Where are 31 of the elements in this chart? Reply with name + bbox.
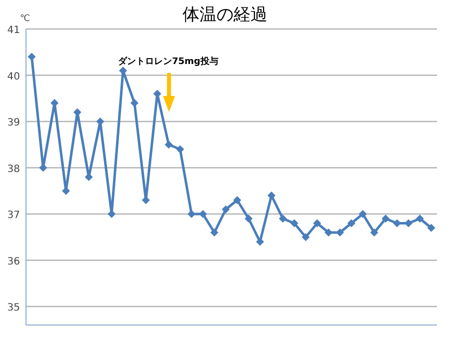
point <box>358 210 367 218</box>
point <box>370 228 378 236</box>
y-tick-label: 40 <box>7 71 20 82</box>
point <box>210 228 218 236</box>
point <box>313 219 322 228</box>
y-tick-label: 38 <box>7 164 20 175</box>
point <box>427 224 436 232</box>
point <box>278 214 287 223</box>
point <box>416 214 424 223</box>
y-tick-label: 35 <box>7 302 20 314</box>
y-tick-label: 39 <box>7 118 20 128</box>
point <box>347 219 356 228</box>
point <box>382 214 390 223</box>
point <box>28 52 36 61</box>
point <box>96 118 104 126</box>
y-axis-title: ℃ <box>20 14 30 24</box>
point <box>267 192 276 200</box>
point <box>233 196 242 204</box>
point <box>290 219 298 228</box>
y-tick-label: 41 <box>7 25 20 36</box>
point <box>176 145 184 154</box>
point <box>256 238 264 246</box>
point <box>164 140 173 149</box>
y-tick-label: 36 <box>7 256 20 268</box>
point <box>244 214 253 223</box>
y-tick-label: 37 <box>7 210 20 221</box>
point <box>302 233 310 242</box>
chart-title: 体温の経過 <box>182 5 268 25</box>
point <box>130 99 138 107</box>
point <box>222 205 230 214</box>
annotation: ダントロレン75mg投与 <box>118 56 218 67</box>
